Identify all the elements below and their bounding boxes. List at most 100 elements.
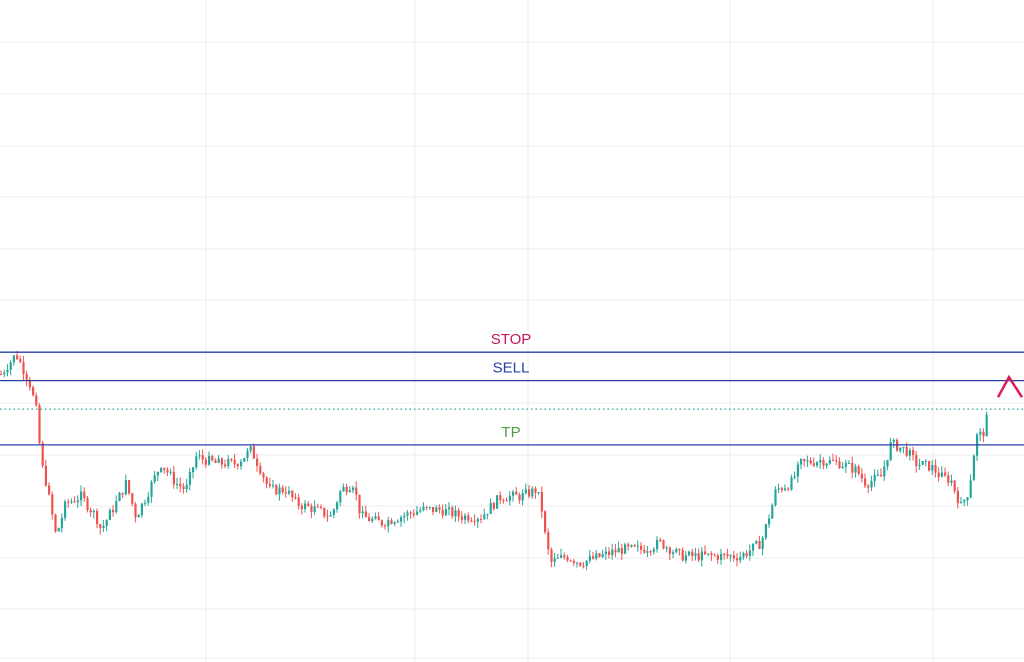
candle-down [915, 455, 918, 467]
candle-up [848, 462, 851, 464]
candle-up [374, 516, 377, 519]
candle-up [588, 556, 591, 561]
candle-down [457, 510, 460, 517]
candle-up [892, 439, 895, 443]
candle-up [137, 515, 140, 518]
candle-up [777, 488, 780, 490]
candle-down [758, 540, 761, 550]
candle-down [598, 553, 601, 557]
candle-up [841, 466, 844, 469]
candle-down [659, 539, 662, 541]
candle-up [601, 554, 604, 557]
candle-down [627, 544, 630, 547]
candle-up [752, 543, 755, 551]
candle-down [697, 553, 700, 561]
candle-up [227, 459, 230, 467]
candle-up [278, 487, 281, 495]
candle-up [646, 551, 649, 553]
candle-up [979, 431, 982, 435]
candle-down [409, 512, 412, 514]
candle-up [483, 514, 486, 520]
candle-up [761, 537, 764, 550]
candle-up [169, 471, 172, 473]
candle-down [832, 459, 835, 461]
candle-down [470, 520, 473, 522]
candle-down [467, 515, 470, 521]
candle-down [649, 551, 652, 553]
candle-down [41, 443, 44, 466]
candle-up [272, 485, 275, 487]
level-label-tp: TP [501, 424, 520, 441]
candle-down [947, 475, 950, 483]
candle-up [444, 509, 447, 516]
candle-up [185, 484, 188, 490]
candle-down [944, 472, 947, 476]
candle-up [115, 501, 118, 513]
candle-up [793, 476, 796, 478]
candle-up [742, 553, 745, 558]
candle-up [118, 492, 121, 502]
candle-down [745, 553, 748, 556]
candle-down [662, 540, 665, 549]
candle-up [656, 539, 659, 550]
candle-up [496, 495, 499, 509]
candle-up [531, 488, 534, 497]
candle-down [867, 485, 870, 488]
candle-down [99, 524, 102, 529]
candle-up [684, 555, 687, 561]
annotations [996, 374, 1024, 398]
candle-up [921, 461, 924, 465]
candle-down [723, 553, 726, 555]
candle-up [537, 491, 540, 493]
candle-up [960, 502, 963, 504]
candle-up [57, 528, 60, 532]
candle-down [864, 478, 867, 486]
candle-down [956, 490, 959, 504]
candle-down [384, 525, 387, 527]
candle-down [787, 488, 790, 490]
candle-up [931, 465, 934, 471]
candle-up [966, 497, 969, 501]
candle-up [873, 474, 876, 482]
candle-down [499, 495, 502, 501]
candle-down [25, 374, 28, 380]
candle-down [460, 516, 463, 520]
candle-up [156, 471, 159, 476]
candle-down [22, 362, 25, 375]
candle-down [809, 460, 812, 464]
candle-down [224, 464, 227, 467]
candle-up [195, 456, 198, 468]
candle-up [707, 553, 710, 555]
candle-up [918, 464, 921, 467]
candle-down [803, 458, 806, 462]
candle-down [86, 498, 89, 511]
candle-down [179, 483, 182, 487]
candle-up [393, 522, 396, 524]
candle-down [534, 488, 537, 493]
candle-down [880, 474, 883, 477]
candle-up [784, 488, 787, 491]
candle-down [572, 560, 575, 564]
candle-up [80, 491, 83, 501]
candle-down [284, 492, 287, 494]
candle-down [204, 459, 207, 465]
candle-up [585, 560, 588, 567]
candle-up [6, 370, 9, 373]
candle-down [134, 503, 137, 518]
candle-up [985, 414, 988, 437]
candle-up [416, 511, 419, 515]
candle-down [320, 506, 323, 508]
candle-up [208, 455, 211, 465]
candle-down [710, 553, 713, 556]
candle-down [643, 549, 646, 553]
candle-down [131, 493, 134, 504]
candle-up [940, 472, 943, 477]
candle-down [812, 463, 815, 466]
candle-down [83, 491, 86, 499]
candle-down [233, 459, 236, 465]
candle-up [611, 549, 614, 555]
candle-up [595, 553, 598, 559]
candle-down [912, 450, 915, 456]
candle-down [835, 460, 838, 462]
candle-up [694, 553, 697, 556]
